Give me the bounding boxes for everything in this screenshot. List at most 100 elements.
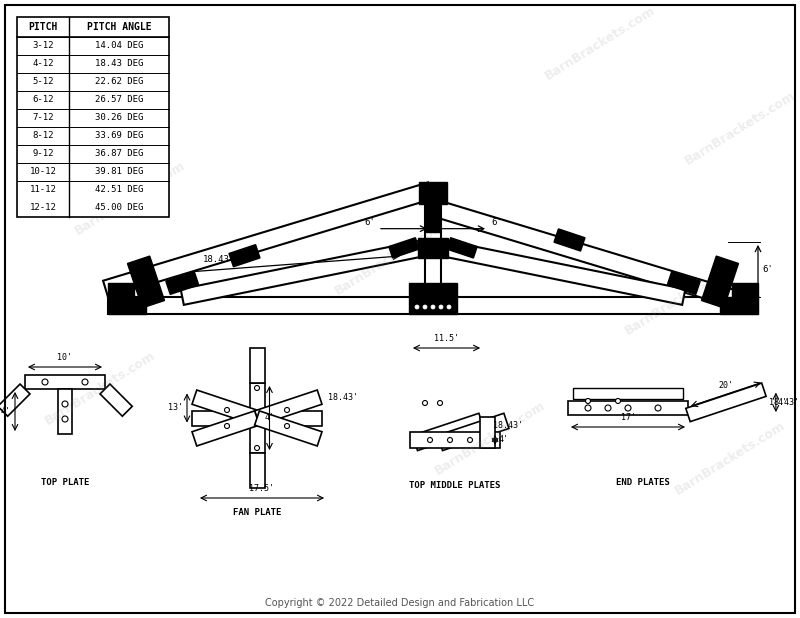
Text: TOP PLATE: TOP PLATE xyxy=(41,478,89,487)
Text: BarnBrackets.com: BarnBrackets.com xyxy=(72,159,188,237)
Polygon shape xyxy=(686,383,766,421)
Text: 30.26 DEG: 30.26 DEG xyxy=(95,114,143,122)
Polygon shape xyxy=(229,245,260,267)
Text: 17.5': 17.5' xyxy=(250,484,274,493)
Text: 6': 6' xyxy=(762,265,773,274)
Bar xyxy=(573,388,683,399)
Circle shape xyxy=(82,379,88,385)
Text: END PLATES: END PLATES xyxy=(616,478,670,487)
Circle shape xyxy=(42,379,48,385)
Text: BarnBrackets.com: BarnBrackets.com xyxy=(682,88,798,167)
Polygon shape xyxy=(702,256,738,308)
Text: BarnBrackets.com: BarnBrackets.com xyxy=(672,418,788,497)
Text: 18.43': 18.43' xyxy=(769,398,799,407)
Text: PITCH: PITCH xyxy=(28,22,58,32)
Text: 4': 4' xyxy=(778,398,788,407)
Bar xyxy=(192,410,322,426)
Circle shape xyxy=(285,423,290,428)
Circle shape xyxy=(586,399,590,404)
Text: 4': 4' xyxy=(1,407,11,416)
Text: 9-12: 9-12 xyxy=(32,150,54,158)
Bar xyxy=(250,348,265,383)
Circle shape xyxy=(62,416,68,422)
Text: 22.62 DEG: 22.62 DEG xyxy=(95,77,143,87)
Circle shape xyxy=(615,399,621,404)
Circle shape xyxy=(423,305,427,309)
Text: BarnBrackets.com: BarnBrackets.com xyxy=(332,219,448,297)
Text: BarnBrackets.com: BarnBrackets.com xyxy=(622,259,738,337)
Polygon shape xyxy=(254,411,322,446)
Bar xyxy=(108,297,758,314)
Bar xyxy=(568,401,688,415)
Text: 11-12: 11-12 xyxy=(30,185,57,195)
Bar xyxy=(426,198,440,232)
Polygon shape xyxy=(181,240,426,305)
Text: 3-12: 3-12 xyxy=(32,41,54,51)
Text: Copyright © 2022 Detailed Design and Fabrication LLC: Copyright © 2022 Detailed Design and Fab… xyxy=(266,598,534,608)
Bar xyxy=(419,182,447,204)
Text: 33.69 DEG: 33.69 DEG xyxy=(95,132,143,140)
Circle shape xyxy=(422,400,427,405)
Bar xyxy=(410,432,500,448)
Text: 45.00 DEG: 45.00 DEG xyxy=(95,203,143,213)
Text: 6': 6' xyxy=(491,218,502,227)
Bar xyxy=(250,383,265,453)
Circle shape xyxy=(427,438,433,442)
Text: 39.81 DEG: 39.81 DEG xyxy=(95,167,143,177)
Circle shape xyxy=(467,438,473,442)
Polygon shape xyxy=(554,229,585,251)
Text: 6': 6' xyxy=(364,218,375,227)
Text: 12-12: 12-12 xyxy=(30,203,57,213)
Text: 10': 10' xyxy=(58,353,73,362)
Circle shape xyxy=(439,305,443,309)
Text: BarnBrackets.com: BarnBrackets.com xyxy=(42,349,158,428)
Circle shape xyxy=(254,386,259,391)
Polygon shape xyxy=(413,413,484,451)
Text: 20': 20' xyxy=(718,381,734,391)
Circle shape xyxy=(605,405,611,411)
Text: 4-12: 4-12 xyxy=(32,59,54,69)
Text: 36.87 DEG: 36.87 DEG xyxy=(95,150,143,158)
Text: 26.57 DEG: 26.57 DEG xyxy=(95,96,143,104)
Circle shape xyxy=(225,423,230,428)
Circle shape xyxy=(254,446,259,451)
Text: 17': 17' xyxy=(621,413,635,422)
Text: PITCH ANGLE: PITCH ANGLE xyxy=(86,22,151,32)
Text: 6-12: 6-12 xyxy=(32,96,54,104)
Circle shape xyxy=(447,438,453,442)
Circle shape xyxy=(625,405,631,411)
Bar xyxy=(25,375,105,389)
Bar xyxy=(250,453,265,488)
Polygon shape xyxy=(389,238,419,258)
Text: 7-12: 7-12 xyxy=(32,114,54,122)
Polygon shape xyxy=(447,238,477,258)
Text: 8-12: 8-12 xyxy=(32,132,54,140)
Text: 18.43': 18.43' xyxy=(493,421,523,430)
Polygon shape xyxy=(108,283,146,314)
Circle shape xyxy=(447,305,451,309)
Text: 11.5': 11.5' xyxy=(434,334,459,343)
Bar xyxy=(409,283,457,314)
Bar xyxy=(418,238,448,258)
Text: 18.43': 18.43' xyxy=(203,255,235,264)
Circle shape xyxy=(655,405,661,411)
Text: 4': 4' xyxy=(265,413,274,423)
Polygon shape xyxy=(103,182,433,297)
Text: 18.43 DEG: 18.43 DEG xyxy=(95,59,143,69)
Text: 13': 13' xyxy=(168,404,183,412)
Text: 42.51 DEG: 42.51 DEG xyxy=(95,185,143,195)
Polygon shape xyxy=(438,413,509,451)
Bar xyxy=(17,17,169,217)
Polygon shape xyxy=(428,198,758,313)
Polygon shape xyxy=(0,384,30,417)
Circle shape xyxy=(438,400,442,405)
Polygon shape xyxy=(439,240,686,305)
Circle shape xyxy=(415,305,419,309)
Polygon shape xyxy=(254,390,322,425)
Polygon shape xyxy=(192,411,259,446)
Polygon shape xyxy=(192,390,259,425)
Polygon shape xyxy=(127,256,165,308)
Text: TOP MIDDLE PLATES: TOP MIDDLE PLATES xyxy=(410,481,501,490)
Polygon shape xyxy=(720,283,758,314)
Text: FAN PLATE: FAN PLATE xyxy=(233,508,281,517)
